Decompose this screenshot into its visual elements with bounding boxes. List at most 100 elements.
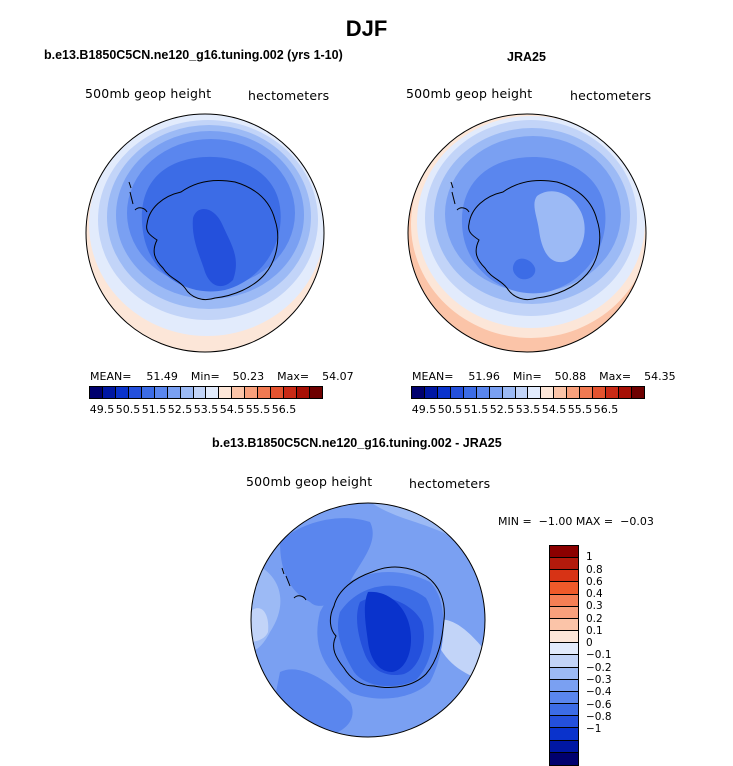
figure-title: DJF (345, 16, 388, 41)
obs-colorbar-swatch (528, 387, 542, 398)
diff-colorbar-swatch (550, 667, 578, 680)
obs-colorbar-swatch (606, 387, 619, 398)
obs-min-value: 50.88 (554, 370, 587, 383)
model-mean-value: 51.49 (146, 370, 178, 383)
obs-max-value: 54.35 (644, 370, 676, 383)
model-colorbar-swatch (258, 387, 272, 398)
model-colorbar-swatch (193, 387, 207, 398)
model-mean-label: MEAN= (90, 370, 132, 383)
model-colorbar-swatch (128, 387, 142, 398)
obs-colorbar-swatch (541, 387, 555, 398)
model-colorbar-tick-label: 54.5 (219, 403, 245, 416)
diff-colorbar-swatch (550, 716, 578, 729)
diff-colorbar-tick-label: 0.6 (586, 575, 603, 588)
model-min-label: Min= (190, 370, 220, 383)
obs-colorbar-tick-label: 51.5 (463, 403, 489, 416)
obs-colorbar-swatch (412, 387, 425, 398)
obs-colorbar-tick-label: 53.5 (515, 403, 541, 416)
diff-colorbar-swatch (550, 546, 578, 559)
model-panel-title: b.e13.B1850C5CN.ne120_g16.tuning.002 (yr… (44, 48, 343, 62)
diff-units-label: hectometers (409, 476, 491, 491)
model-colorbar-tick-label: 55.5 (245, 403, 271, 416)
obs-colorbar-swatch (567, 387, 581, 398)
obs-colorbar-swatch (554, 387, 568, 398)
model-colorbar-tick-label: 49.5 (89, 403, 115, 416)
model-colorbar-swatch (309, 387, 322, 398)
diff-colorbar-swatch (550, 752, 578, 765)
diff-colorbar-swatch (550, 594, 578, 607)
obs-colorbar-tick-label: 54.5 (541, 403, 567, 416)
model-variable-label: 500mb geop height (85, 86, 212, 101)
obs-colorbar-tick-label: 55.5 (567, 403, 593, 416)
model-max-value: 54.07 (322, 370, 354, 383)
obs-colorbar-swatch (476, 387, 490, 398)
diff-colorbar-tick-label: 0.3 (586, 600, 603, 613)
model-colorbar-swatch (245, 387, 259, 398)
diff-colorbar-swatch (550, 631, 578, 644)
model-colorbar-swatch (141, 387, 155, 398)
model-colorbar-tick-label: 50.5 (115, 403, 141, 416)
diff-colorbar-swatch (550, 558, 578, 571)
model-colorbar-swatch (115, 387, 129, 398)
model-colorbar-swatch (232, 387, 246, 398)
obs-colorbar-swatch (450, 387, 464, 398)
diff-colorbar-tick-label: 0.1 (586, 624, 603, 637)
diff-colorbar-tick-label: 0.4 (586, 588, 603, 601)
obs-colorbar-swatch (489, 387, 503, 398)
obs-colorbar-swatch (463, 387, 477, 398)
model-colorbar-swatch (284, 387, 297, 398)
diff-colorbar-swatch (550, 582, 578, 595)
model-colorbar-swatch (154, 387, 168, 398)
diff-colorbar-swatch (550, 728, 578, 741)
model-colorbar-swatch (206, 387, 220, 398)
model-colorbar-swatch (167, 387, 181, 398)
diff-colorbar-tick-label: −0.4 (586, 686, 612, 699)
diff-colorbar-swatch (550, 606, 578, 619)
diff-colorbar (549, 545, 579, 766)
obs-colorbar-tick-label: 50.5 (437, 403, 463, 416)
obs-stats: MEAN= 51.96 Min= 50.88 Max= 54.35 (412, 370, 676, 383)
diff-colorbar-tick-label: −1 (586, 723, 602, 736)
obs-colorbar-tick-label: 49.5 (411, 403, 437, 416)
obs-colorbar-swatch (593, 387, 607, 398)
obs-colorbar (411, 386, 645, 399)
obs-colorbar-swatch (437, 387, 451, 398)
diff-minmax: MIN = −1.00 MAX = −0.03 (498, 515, 654, 528)
model-polar-map (85, 113, 325, 353)
diff-variable-label: 500mb geop height (246, 474, 373, 489)
model-colorbar (89, 386, 323, 399)
model-colorbar-tick-label: 53.5 (193, 403, 219, 416)
obs-colorbar-swatch (580, 387, 594, 398)
model-stats: MEAN= 51.49 Min= 50.23 Max= 54.07 (90, 370, 354, 383)
model-colorbar-tick-label: 56.5 (271, 403, 297, 416)
model-colorbar-swatch (219, 387, 233, 398)
diff-colorbar-swatch (550, 691, 578, 705)
diff-polar-map (250, 502, 486, 738)
diff-colorbar-tick-label: −0.3 (586, 673, 612, 686)
diff-colorbar-swatch (550, 570, 578, 583)
obs-colorbar-swatch (515, 387, 529, 398)
diff-colorbar-tick-label: −0.6 (586, 698, 612, 711)
obs-colorbar-tick-label: 56.5 (593, 403, 619, 416)
model-colorbar-swatch (102, 387, 116, 398)
diff-colorbar-tick-label: 0 (586, 637, 593, 650)
obs-colorbar-swatch (619, 387, 632, 398)
diff-colorbar-tick-label: 0.2 (586, 612, 603, 625)
model-min-value: 50.23 (232, 370, 265, 383)
obs-mean-label: MEAN= (412, 370, 454, 383)
obs-polar-map (407, 113, 647, 353)
obs-units-label: hectometers (570, 88, 652, 103)
diff-colorbar-tick-label: 1 (586, 551, 593, 564)
model-colorbar-tick-label: 52.5 (167, 403, 193, 416)
diff-colorbar-tick-label: −0.1 (586, 649, 612, 662)
model-colorbar-swatch (90, 387, 103, 398)
obs-colorbar-swatch (631, 387, 644, 398)
model-colorbar-swatch (180, 387, 194, 398)
obs-panel-title: JRA25 (507, 50, 546, 64)
diff-colorbar-swatch (550, 655, 578, 668)
obs-colorbar-swatch (424, 387, 438, 398)
diff-colorbar-swatch (550, 704, 578, 717)
model-colorbar-tick-label: 51.5 (141, 403, 167, 416)
obs-max-label: Max= (599, 370, 632, 383)
obs-colorbar-swatch (502, 387, 516, 398)
